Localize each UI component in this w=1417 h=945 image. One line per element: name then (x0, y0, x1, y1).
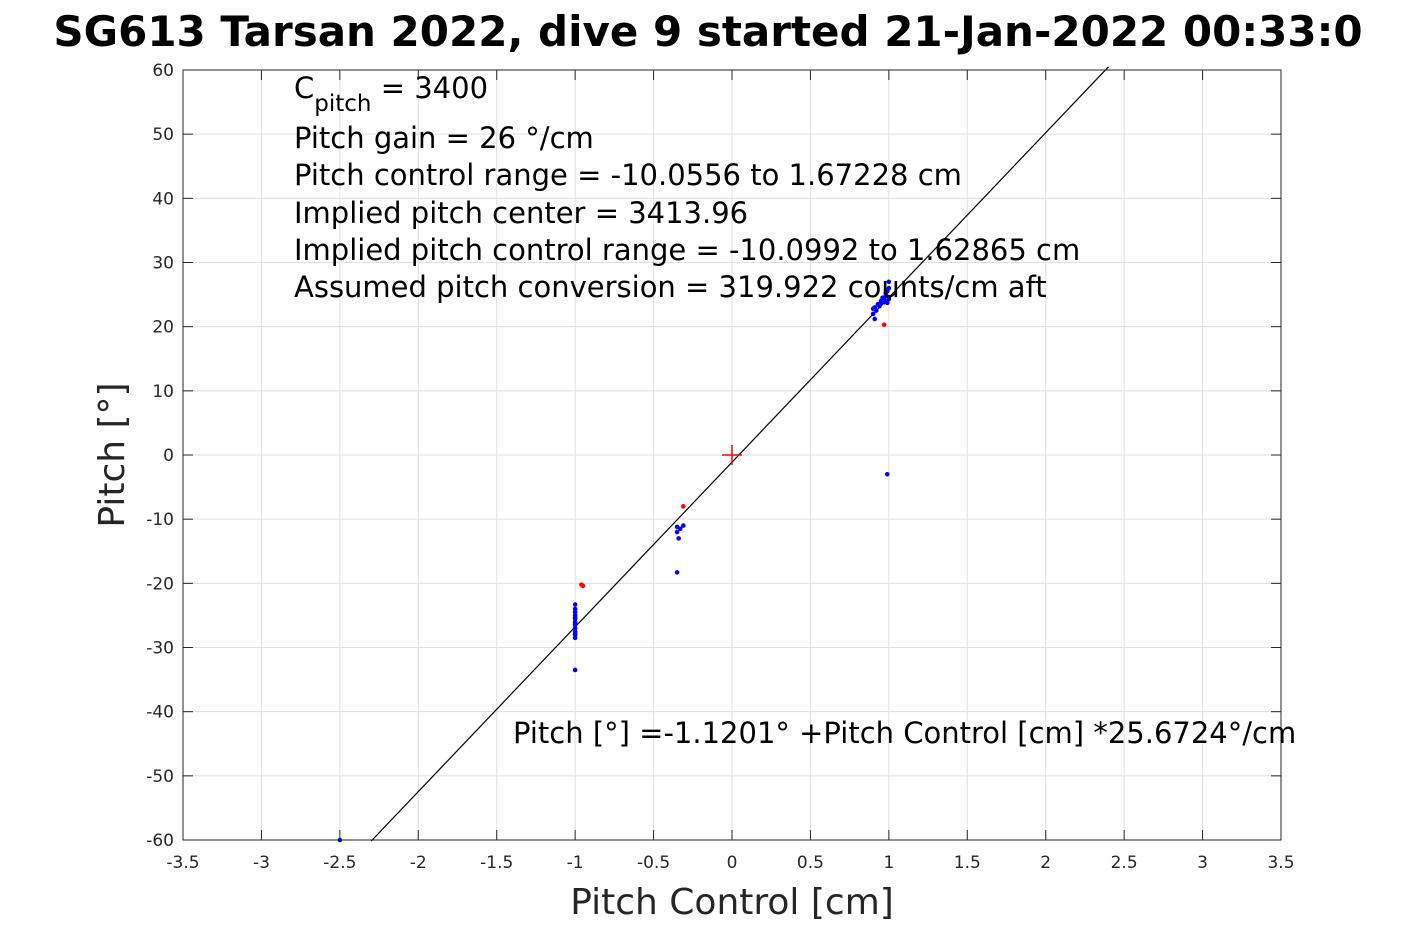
data-point (870, 311, 876, 317)
data-point (572, 667, 578, 673)
data-point (886, 279, 892, 285)
data-point (884, 471, 890, 477)
x-tick-label: -0.5 (637, 853, 670, 873)
fit-equation-label: Pitch [°] =-1.1201° +Pitch Control [cm] … (513, 716, 1296, 750)
chart-title: SG613 Tarsan 2022, dive 9 started 21-Jan… (53, 7, 1362, 56)
suspect-point (881, 322, 887, 328)
pitch-gain-line: Pitch gain = 26 °/cm (294, 121, 594, 155)
data-point (884, 300, 890, 306)
suspect-point (580, 583, 586, 589)
x-tick-label: 0 (727, 853, 738, 873)
x-tick-label: 3 (1197, 853, 1208, 873)
x-tick-label: 0.5 (797, 853, 824, 873)
data-point (572, 620, 578, 626)
x-tick-label: 1.5 (954, 853, 981, 873)
y-tick-label: 60 (152, 61, 174, 81)
x-tick-label: -3 (253, 853, 270, 873)
y-tick-label: -20 (146, 574, 174, 594)
y-tick-label: 30 (152, 254, 174, 274)
data-point (677, 526, 683, 532)
x-tick-label: -1.5 (480, 853, 513, 873)
suspect-point (681, 504, 686, 509)
data-point (572, 606, 578, 612)
implied-range-line: Implied pitch control range = -10.0992 t… (294, 233, 1080, 267)
x-tick-label: -3.5 (166, 853, 199, 873)
data-point (886, 294, 892, 300)
fit-line-group (370, 66, 1109, 842)
cpitch-subscript: pitch (314, 91, 371, 117)
y-tick-label: -60 (146, 831, 174, 851)
data-point (676, 536, 681, 541)
data-point (674, 529, 680, 535)
center-marker-group (722, 445, 742, 465)
y-tick-label: 0 (163, 446, 174, 466)
data-point (881, 297, 887, 303)
x-tick-label: 3.5 (1267, 853, 1294, 873)
data-point (681, 523, 686, 528)
data-point (886, 285, 892, 291)
x-tick-label: -2.5 (323, 853, 356, 873)
x-axis-label: Pitch Control [cm] (570, 882, 894, 923)
y-tick-label: 20 (152, 318, 174, 338)
fit-line (370, 66, 1109, 842)
data-point (572, 625, 578, 631)
y-tick-label: 10 (152, 382, 174, 402)
tick-marks (182, 69, 1282, 841)
x-tick-label: -1 (567, 853, 584, 873)
y-tick-label: 50 (152, 125, 174, 145)
y-tick-label: -40 (146, 703, 174, 723)
data-point (572, 635, 578, 641)
x-tick-label: 2 (1040, 853, 1051, 873)
grid (183, 70, 1281, 840)
y-tick-labels: 60 50 40 30 20 10 0 -10 -20 -30 -40 -50 -60 (146, 61, 174, 851)
x-tick-label: 1 (883, 853, 894, 873)
y-tick-label: -30 (146, 639, 174, 659)
y-tick-label: 40 (152, 189, 174, 209)
data-point (572, 609, 578, 615)
implied-center-line: Implied pitch center = 3413.96 (294, 196, 748, 230)
data-point (572, 602, 578, 607)
points-group (337, 279, 892, 843)
y-axis-label: Pitch [°] (92, 382, 133, 527)
data-point (872, 316, 878, 322)
data-point (572, 615, 578, 620)
pitch-conversion-line: Assumed pitch conversion = 319.922 count… (294, 270, 1047, 304)
x-tick-label: 2.5 (1111, 853, 1138, 873)
x-tick-labels: -3.5 -3 -2.5 -2 -1.5 -1 -0.5 0 0.5 1 1.5 2 2.5 3 3.5 (166, 853, 1294, 873)
data-point (674, 570, 680, 575)
x-tick-label: -2 (410, 853, 427, 873)
pitch-control-range-line: Pitch control range = -10.0556 to 1.6722… (294, 158, 962, 192)
y-tick-label: -50 (146, 767, 174, 787)
cpitch-symbol: C (294, 71, 314, 105)
cpitch-value: = 3400 (371, 71, 488, 105)
data-point (874, 308, 879, 313)
cpitch-line: Cpitch = 3400 (294, 71, 488, 117)
data-point (572, 631, 578, 636)
y-tick-label: -10 (146, 510, 174, 530)
